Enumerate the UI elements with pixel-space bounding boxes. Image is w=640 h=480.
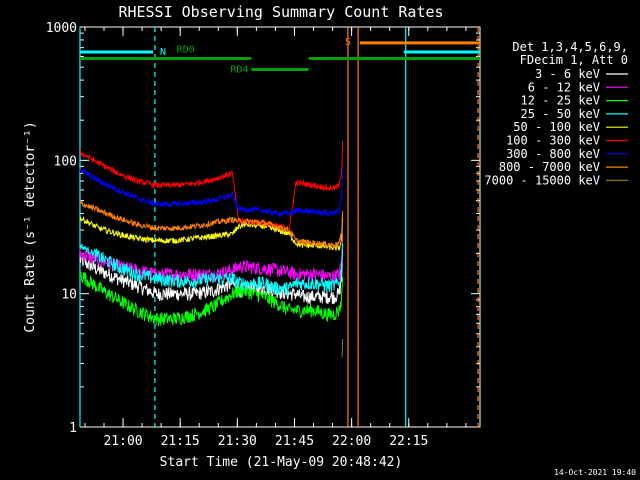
y-tick-label: 1000 (46, 21, 77, 36)
chart-title: RHESSI Observing Summary Count Rates (118, 3, 443, 21)
x-tick-label: 21:00 (103, 434, 142, 449)
x-tick-label: 21:45 (275, 434, 314, 449)
footer-date: 14-Oct-2021 19:40 (554, 468, 636, 477)
y-tick-label: 100 (54, 154, 77, 169)
legend-label: 6 - 12 keV (528, 80, 600, 94)
series-line (79, 140, 344, 231)
x-axis-ticks: 21:00 21:15 21:30 21:45 22:00 22:15 (84, 27, 467, 449)
vertical-markers (79, 27, 479, 427)
series-line (79, 244, 344, 305)
annotation-bars: N S RD0 RD4 (80, 37, 480, 76)
legend-label: 3 - 6 keV (535, 67, 600, 81)
series-line (79, 216, 344, 251)
x-tick-label: 22:15 (389, 434, 428, 449)
legend-label: 7000 - 15000 keV (484, 173, 600, 187)
legend-label: 800 - 7000 keV (499, 160, 600, 174)
x-tick-label: 22:00 (332, 434, 371, 449)
data-series (79, 140, 344, 358)
legend-header-1: Det 1,3,4,5,6,9, (512, 40, 628, 54)
x-axis-label: Start Time (21-May-09 20:48:42) (160, 455, 403, 470)
annotation-label: RD4 (230, 65, 248, 76)
series-line (341, 338, 344, 358)
y-axis-label: Count Rate (s⁻¹ detector⁻¹) (23, 121, 38, 332)
legend-label: 100 - 300 keV (506, 134, 600, 148)
annotation-label: N (160, 47, 166, 58)
annotation-label: RD0 (177, 45, 195, 56)
x-tick-label: 21:15 (161, 434, 200, 449)
series-line (79, 199, 344, 249)
y-tick-label: 1 (69, 421, 77, 436)
annotation-label: S (345, 37, 351, 48)
series-line (79, 242, 344, 296)
legend-label: 50 - 100 keV (513, 120, 600, 134)
legend-label: 12 - 25 keV (521, 94, 600, 108)
x-tick-label: 21:30 (218, 434, 257, 449)
legend: Det 1,3,4,5,6,9, FDecim 1, Att 0 3 - 6 k… (484, 40, 628, 187)
series-line (79, 167, 344, 218)
legend-label: 25 - 50 keV (521, 107, 600, 121)
y-tick-label: 10 (61, 288, 77, 303)
series-line (79, 271, 344, 327)
legend-label: 300 - 800 keV (506, 147, 600, 161)
legend-header-2: FDecim 1, Att 0 (520, 53, 628, 67)
